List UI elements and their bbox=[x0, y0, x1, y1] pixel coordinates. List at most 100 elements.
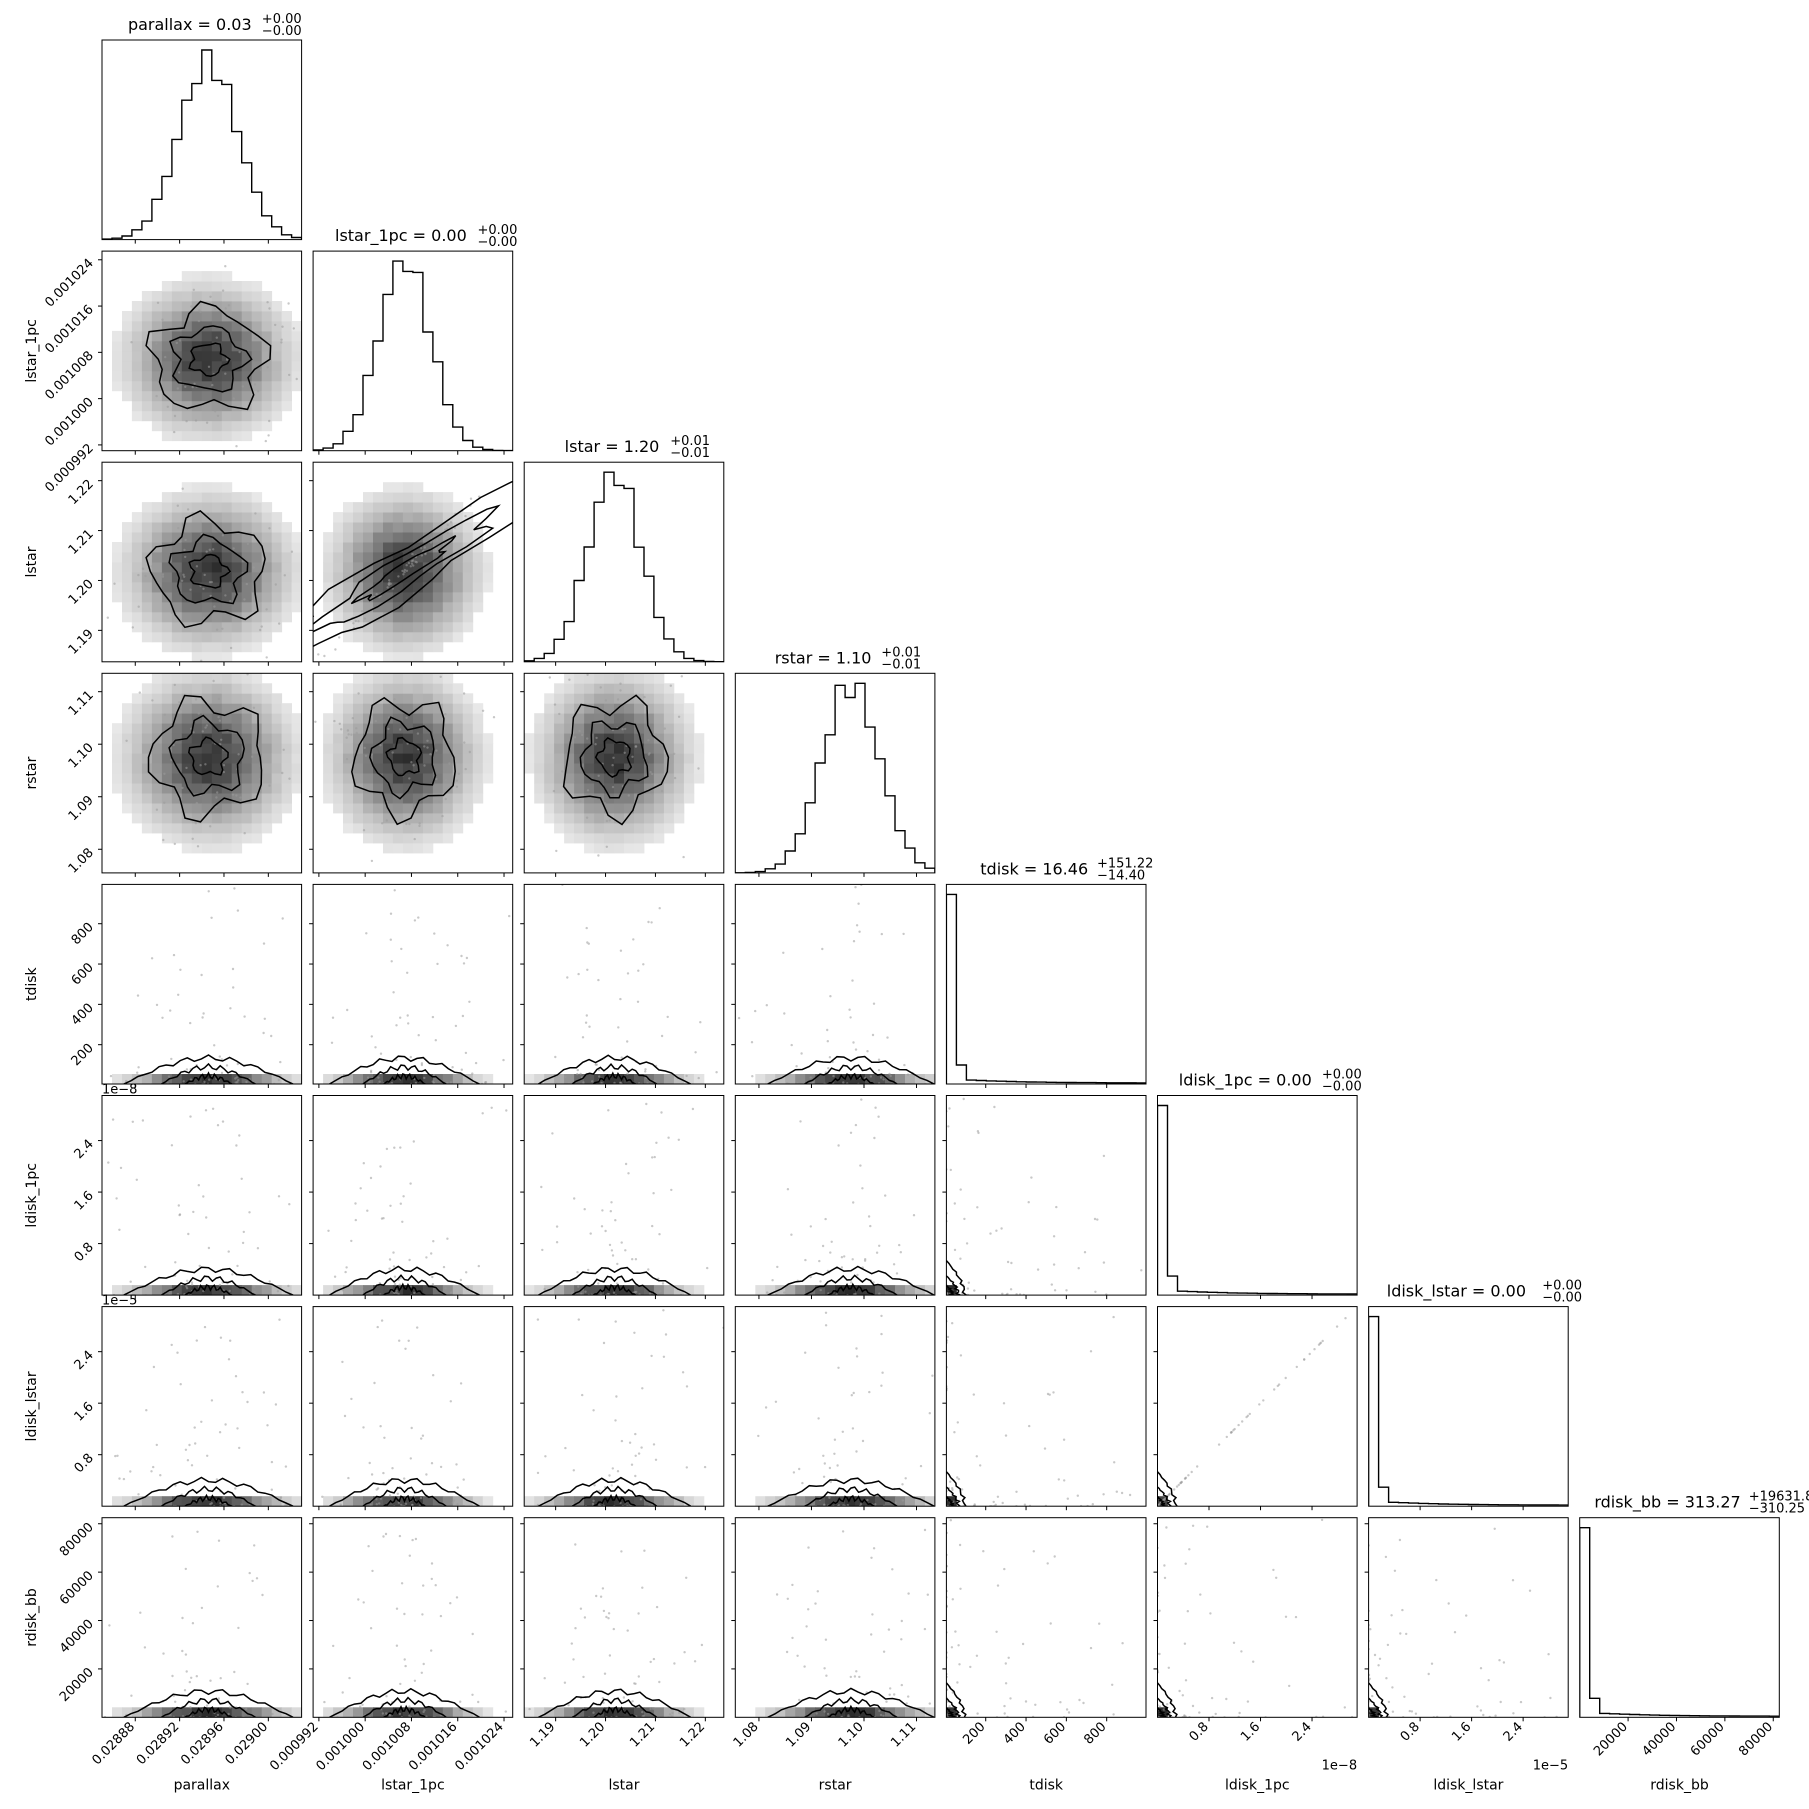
scatter-point bbox=[237, 1626, 240, 1630]
contour-level-1 bbox=[593, 1705, 637, 1718]
scatter-point bbox=[259, 628, 262, 632]
scatter-point bbox=[196, 845, 200, 848]
scatter-point bbox=[706, 1266, 709, 1270]
density-cell bbox=[363, 621, 374, 633]
scatter-point bbox=[386, 586, 389, 589]
density-cell bbox=[241, 360, 253, 372]
density-cell bbox=[141, 370, 153, 382]
density-cell bbox=[291, 542, 302, 553]
scatter-point bbox=[481, 709, 485, 712]
contour-level-3 bbox=[767, 1265, 935, 1296]
scatter-point bbox=[431, 1283, 435, 1286]
density-cell bbox=[442, 773, 454, 784]
density-cell bbox=[663, 763, 675, 774]
scatter-point bbox=[670, 1188, 673, 1192]
density-cell bbox=[291, 783, 302, 794]
density-cell bbox=[131, 743, 143, 754]
scatter-point bbox=[155, 1003, 159, 1007]
scatter-point bbox=[651, 1707, 655, 1711]
scatter-point bbox=[268, 784, 271, 787]
scatter-point bbox=[224, 265, 227, 268]
scatter-point bbox=[956, 1476, 959, 1479]
scatter-point bbox=[648, 1292, 652, 1295]
density-cell bbox=[122, 591, 133, 603]
panel-content bbox=[109, 887, 302, 1085]
density-cell bbox=[171, 390, 183, 402]
density-cell bbox=[211, 281, 223, 292]
density-cell bbox=[241, 532, 253, 543]
scatter-point bbox=[943, 1223, 945, 1225]
scatter-point bbox=[597, 1282, 600, 1285]
histogram-step-ldisk_lstar bbox=[1368, 1315, 1569, 1507]
density-cell bbox=[291, 350, 302, 362]
scatter-point bbox=[614, 1320, 617, 1323]
density-cell bbox=[151, 291, 163, 302]
density-cell bbox=[412, 651, 424, 662]
scatter-point bbox=[388, 1267, 391, 1270]
scatter-point bbox=[229, 1339, 232, 1342]
scatter-point bbox=[1284, 1615, 1288, 1619]
density-cell bbox=[442, 733, 454, 744]
scatter-point bbox=[279, 1496, 283, 1499]
density-cell bbox=[211, 803, 223, 814]
density-cell bbox=[634, 823, 645, 834]
density-cell bbox=[221, 631, 233, 643]
scatter-point bbox=[219, 743, 222, 746]
density-cell bbox=[353, 783, 364, 794]
density-cell bbox=[241, 591, 253, 603]
scatter-point bbox=[1377, 1664, 1380, 1667]
scatter-point bbox=[379, 1165, 382, 1168]
density-cell bbox=[392, 502, 404, 513]
scatter-point bbox=[563, 1681, 567, 1684]
density-cell bbox=[683, 773, 695, 784]
scatter-point bbox=[435, 777, 438, 781]
histogram-step-ldisk_1pc bbox=[1157, 1104, 1358, 1296]
scatter-point bbox=[216, 1713, 220, 1717]
density-cell bbox=[452, 763, 464, 774]
density-cell bbox=[122, 562, 133, 573]
density-cell bbox=[353, 631, 364, 643]
density-cell bbox=[644, 833, 655, 844]
scatter-point bbox=[107, 1161, 110, 1164]
density-cell bbox=[122, 380, 133, 392]
density-cell bbox=[151, 1074, 163, 1085]
scatter-point bbox=[650, 1354, 653, 1358]
scatter-point bbox=[118, 1228, 121, 1232]
density-cell bbox=[231, 833, 243, 844]
density-cell bbox=[161, 611, 173, 623]
panel-frame bbox=[1579, 1517, 1780, 1718]
scatter-point bbox=[170, 1144, 174, 1147]
density-cell bbox=[241, 601, 253, 613]
scatter-point bbox=[1003, 1704, 1006, 1708]
scatter-point bbox=[173, 683, 176, 687]
scatter-point bbox=[378, 1502, 381, 1505]
density-cell bbox=[261, 783, 273, 794]
density-cell bbox=[653, 803, 665, 814]
scatter-point bbox=[880, 1384, 883, 1387]
density-cell bbox=[775, 1707, 786, 1718]
scatter-point bbox=[1183, 1642, 1187, 1645]
contour-level-1 bbox=[184, 1284, 233, 1296]
density-cell bbox=[653, 713, 665, 724]
density-cell bbox=[161, 813, 173, 824]
density-cell bbox=[343, 793, 354, 804]
scatter-point bbox=[1427, 1672, 1430, 1676]
density-cell bbox=[271, 572, 283, 583]
density-cell bbox=[151, 400, 163, 412]
scatter-point bbox=[245, 582, 248, 586]
density-cell bbox=[564, 753, 575, 764]
density-cell bbox=[161, 783, 173, 794]
scatter-point bbox=[673, 752, 676, 755]
panel-content bbox=[1368, 1527, 1558, 1718]
density-cell bbox=[755, 1496, 766, 1507]
scatter-point bbox=[1053, 1555, 1056, 1558]
density-cell bbox=[141, 572, 153, 583]
scatter-point bbox=[420, 554, 424, 557]
scatter-point bbox=[389, 938, 392, 941]
x-tick-label-rstar: 1.10 bbox=[836, 1720, 867, 1751]
density-cell bbox=[422, 763, 434, 774]
density-cell bbox=[594, 823, 605, 834]
scatter-point bbox=[180, 579, 184, 582]
density-cell bbox=[544, 723, 555, 734]
scatter-point bbox=[620, 1550, 623, 1553]
